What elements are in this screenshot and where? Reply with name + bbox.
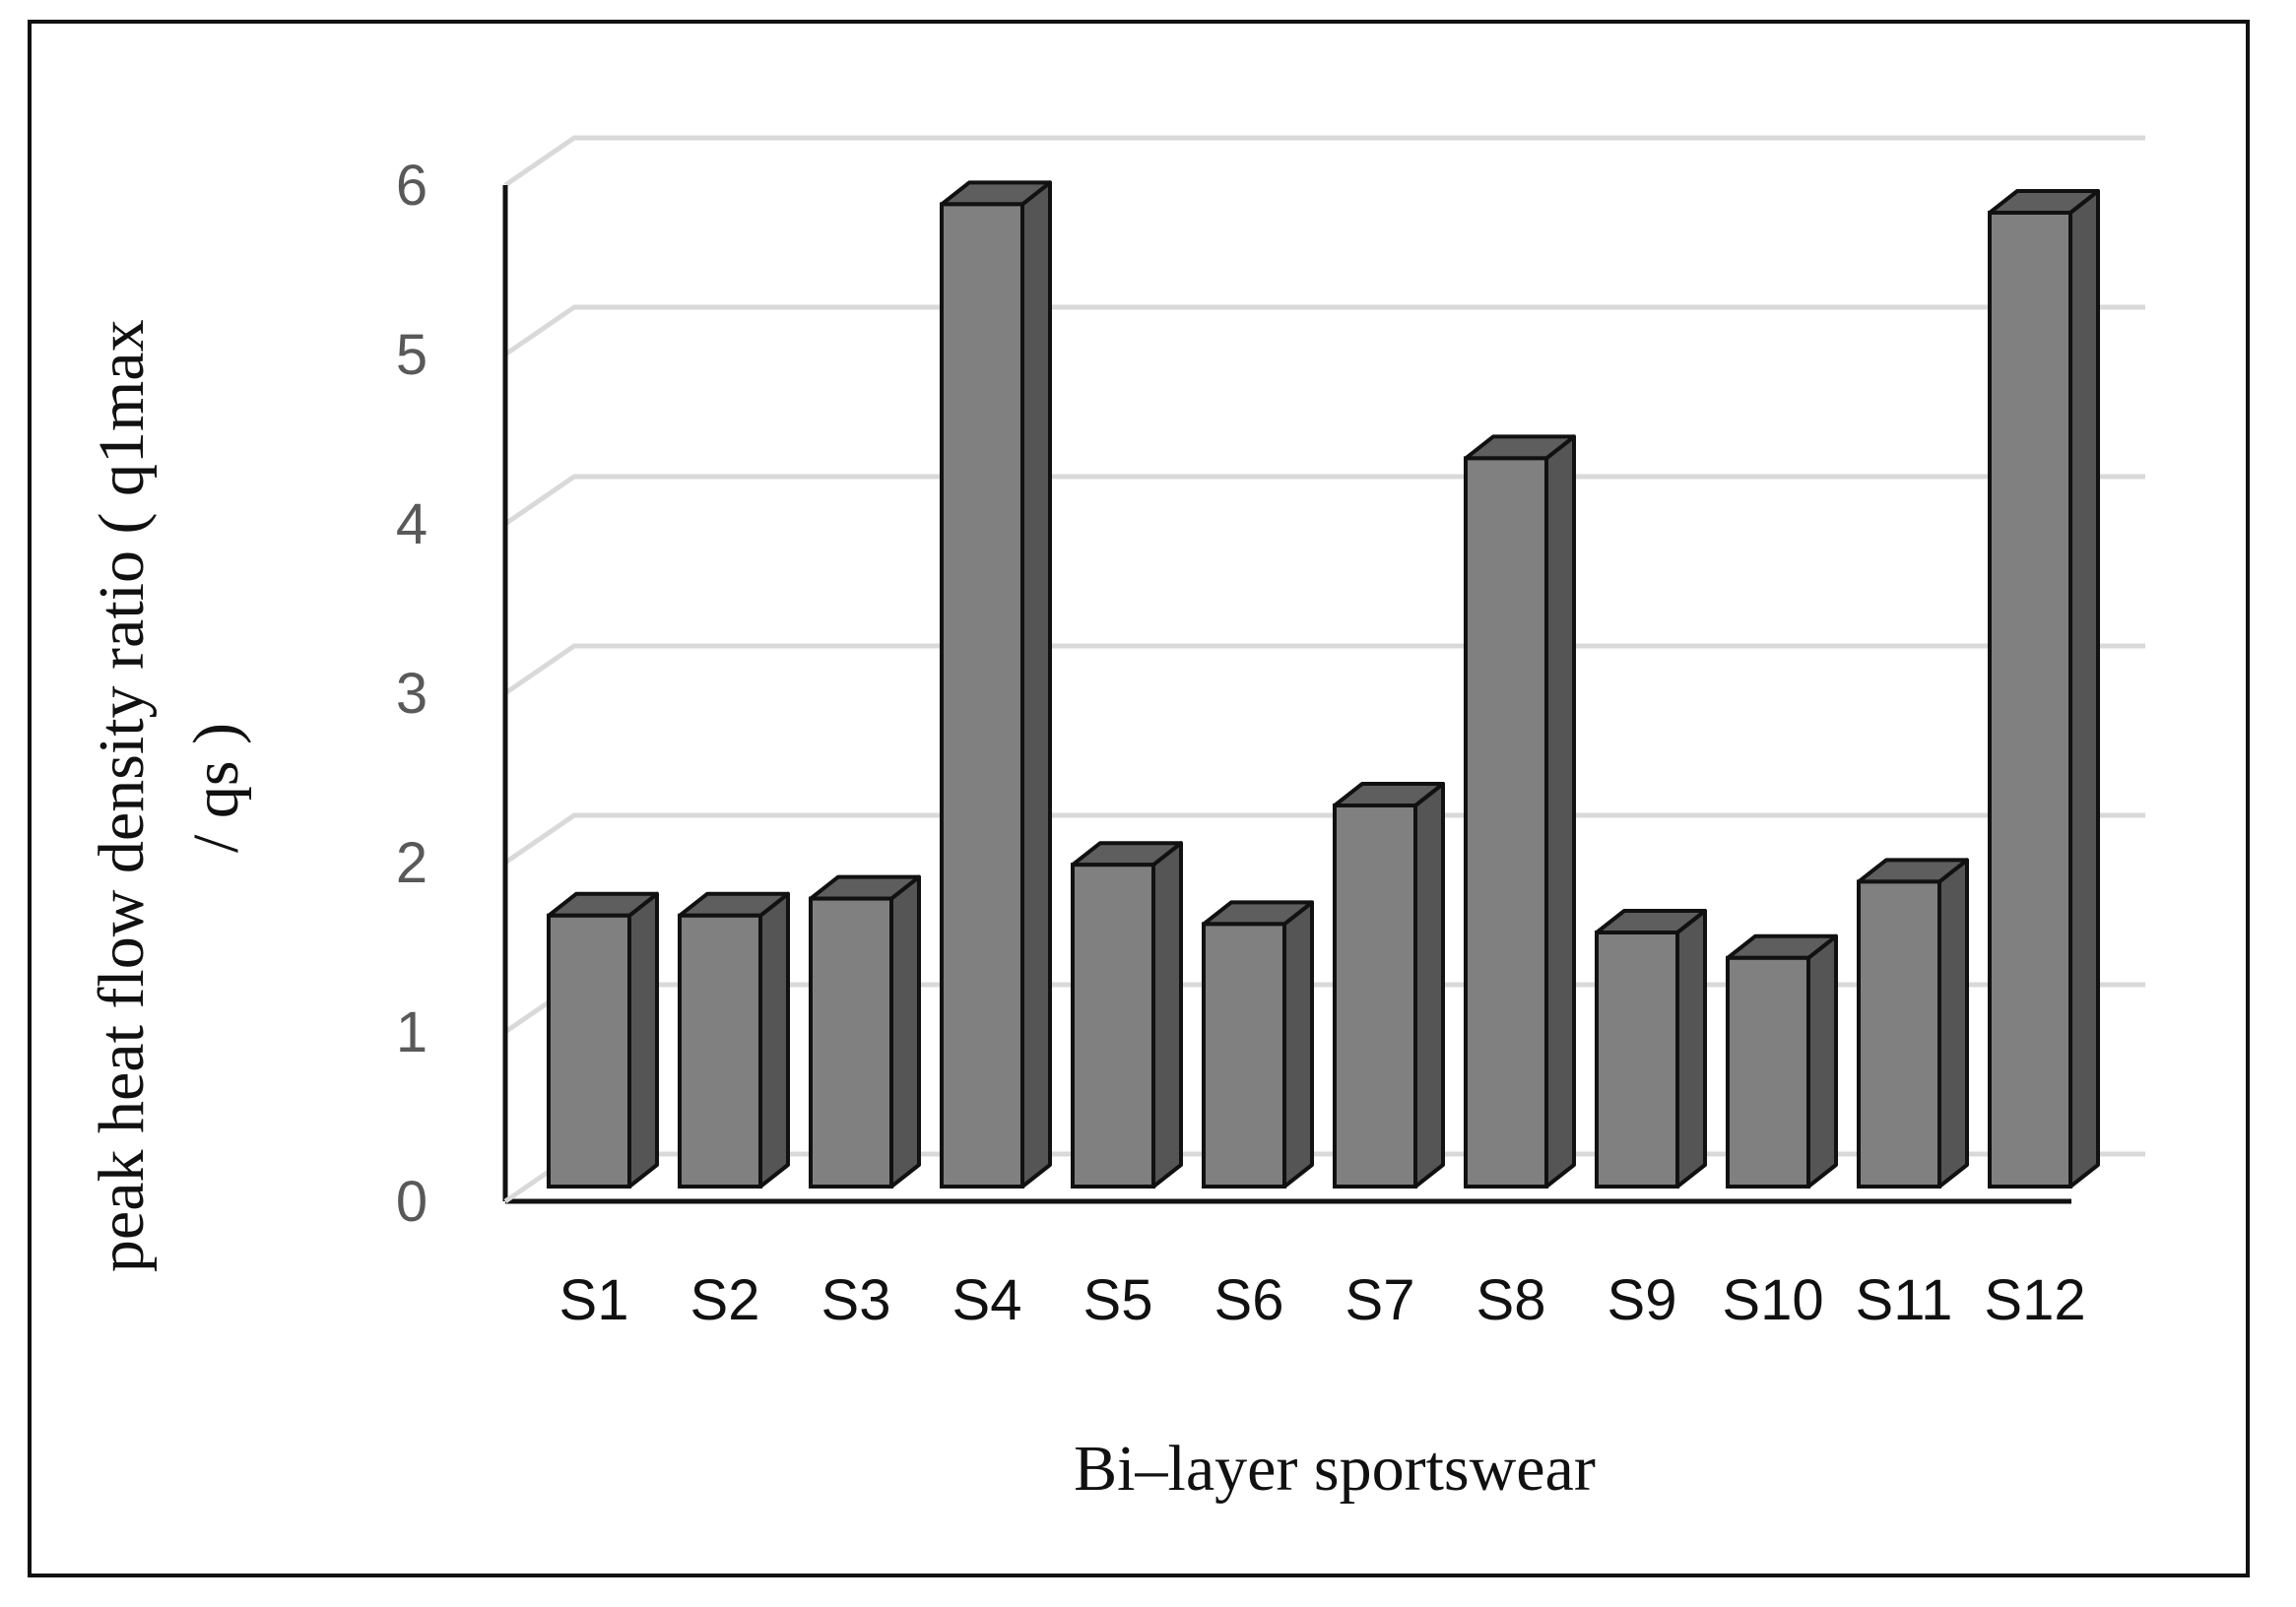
x-tick-label: S8 <box>1476 1268 1546 1332</box>
x-tick-label: S2 <box>690 1268 760 1332</box>
x-tick-label: S10 <box>1722 1268 1823 1332</box>
gridline <box>503 474 2145 527</box>
bar-front-face <box>1464 456 1548 1189</box>
bar-front-face <box>1202 922 1286 1189</box>
y-tick-label: 4 <box>396 492 427 556</box>
y-tick-labels: 0 1 2 3 4 5 6 <box>396 154 427 1234</box>
gridline <box>503 135 2145 188</box>
bar <box>1595 909 1707 1189</box>
x-tick-label: S7 <box>1345 1268 1415 1332</box>
x-tick-label: S12 <box>1984 1268 2085 1332</box>
bar <box>547 891 659 1189</box>
bar-side-face <box>1020 180 1052 1189</box>
bar-side-face <box>2068 189 2100 1189</box>
bar-side-face <box>1413 782 1445 1189</box>
x-tick-label: S11 <box>1856 1268 1953 1332</box>
bar-side-face <box>1937 858 1969 1189</box>
x-tick-labels: S1 S2 S3 S4 S5 S6 S7 S8 S9 S10 S11 S12 <box>559 1268 2086 1332</box>
bar <box>1464 434 1576 1189</box>
x-tick-label: S4 <box>952 1268 1022 1332</box>
y-tick-label: 3 <box>396 662 427 726</box>
bar-front-face <box>809 896 893 1189</box>
y-tick-label: 0 <box>396 1170 427 1234</box>
y-axis-title-line-2: / qs ) <box>180 723 252 853</box>
x-tick-label: S1 <box>559 1268 629 1332</box>
bar-front-face <box>1726 955 1810 1189</box>
bar <box>809 874 921 1189</box>
gridline <box>503 812 2145 866</box>
bar-front-face <box>1333 804 1417 1189</box>
bar-front-face <box>547 913 631 1189</box>
gridline <box>503 643 2145 696</box>
bar <box>1857 858 1969 1189</box>
x-tick-label: S9 <box>1607 1268 1677 1332</box>
bar-front-face <box>1988 211 2072 1189</box>
bar-front-face <box>1595 931 1679 1189</box>
bar-side-face <box>758 891 790 1189</box>
bar-front-face <box>940 202 1024 1189</box>
y-tick-label: 5 <box>396 323 427 387</box>
bar <box>940 180 1052 1189</box>
x-axis-title: Bi–layer sportswear <box>1074 1433 1596 1505</box>
bar-front-face <box>1857 879 1941 1189</box>
bar <box>1988 189 2100 1189</box>
bar-front-face <box>678 913 762 1189</box>
bar-front-face <box>1071 863 1155 1189</box>
gridline <box>503 304 2145 357</box>
y-tick-label: 1 <box>396 1000 427 1064</box>
bar-side-face <box>1675 909 1707 1189</box>
bar-side-face <box>1806 933 1838 1189</box>
bar-side-face <box>627 891 659 1189</box>
bar <box>1726 933 1838 1189</box>
y-axis-title-line-1: peak heat flow density ratio ( q1max <box>86 319 158 1272</box>
bars <box>547 180 2100 1189</box>
x-tick-label: S3 <box>821 1268 891 1332</box>
bar-side-face <box>1282 900 1314 1189</box>
bar <box>1071 841 1183 1189</box>
bar-side-face <box>889 874 921 1189</box>
y-tick-label: 6 <box>396 154 427 218</box>
bar <box>1202 900 1314 1189</box>
bar <box>678 891 790 1189</box>
x-tick-label: S6 <box>1214 1268 1284 1332</box>
y-tick-label: 2 <box>396 831 427 895</box>
bar-side-face <box>1544 434 1576 1189</box>
bar <box>1333 782 1445 1189</box>
x-tick-label: S5 <box>1083 1268 1153 1332</box>
chart-frame <box>28 20 2250 1577</box>
y-axis-title: peak heat flow density ratio ( q1max / q… <box>86 303 252 1272</box>
bar-side-face <box>1151 841 1183 1189</box>
